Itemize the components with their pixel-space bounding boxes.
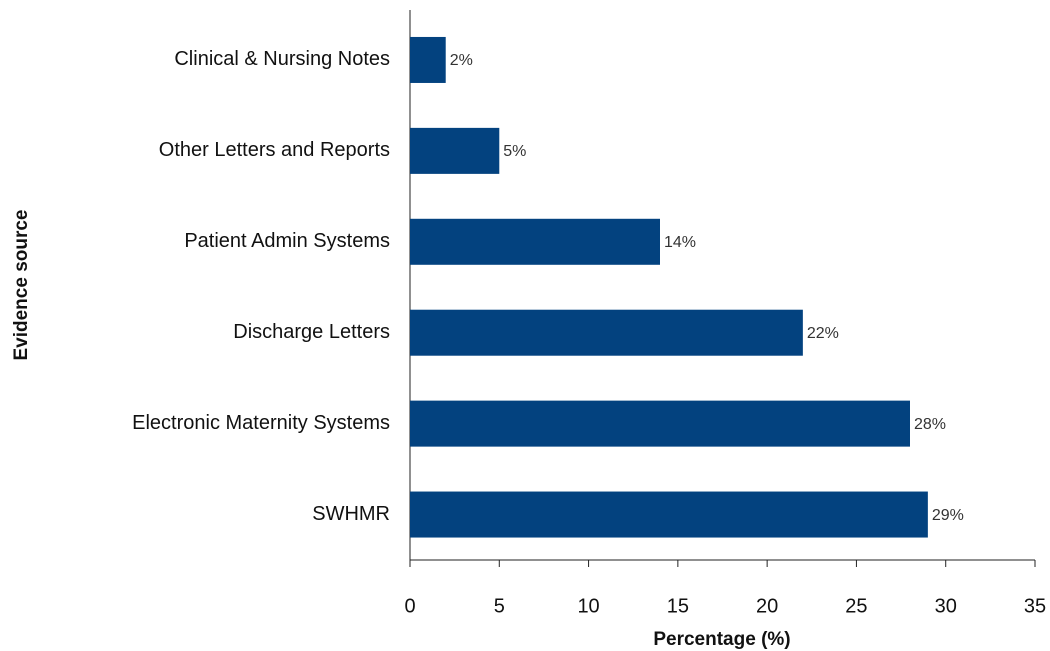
y-tick-label: Patient Admin Systems xyxy=(184,230,390,252)
value-label: 29% xyxy=(932,507,964,524)
x-tick-label: 25 xyxy=(845,595,867,617)
x-tick-label: 20 xyxy=(756,595,778,617)
x-tick-label: 30 xyxy=(935,595,957,617)
bar xyxy=(410,491,928,538)
value-label: 14% xyxy=(664,234,696,251)
x-tick-label: 5 xyxy=(494,595,505,617)
x-tick-label: 0 xyxy=(404,595,415,617)
x-tick-label: 15 xyxy=(667,595,689,617)
y-axis-title: Evidence source xyxy=(11,209,32,360)
y-tick-label: Electronic Maternity Systems xyxy=(132,412,390,434)
y-tick-label: SWHMR xyxy=(312,503,390,525)
x-axis-title: Percentage (%) xyxy=(653,629,790,650)
value-label: 28% xyxy=(914,416,946,433)
value-label: 22% xyxy=(807,325,839,342)
value-label: 2% xyxy=(450,52,473,69)
bar xyxy=(410,127,500,174)
y-tick-label: Discharge Letters xyxy=(233,321,390,343)
x-tick-label: 10 xyxy=(577,595,599,617)
y-tick-label: Clinical & Nursing Notes xyxy=(174,48,390,70)
bar xyxy=(410,309,803,356)
bar xyxy=(410,400,910,447)
x-tick-label: 35 xyxy=(1024,595,1046,617)
bar xyxy=(410,218,660,265)
value-label: 5% xyxy=(503,143,526,160)
y-tick-label: Other Letters and Reports xyxy=(159,139,390,161)
bar xyxy=(410,36,446,83)
